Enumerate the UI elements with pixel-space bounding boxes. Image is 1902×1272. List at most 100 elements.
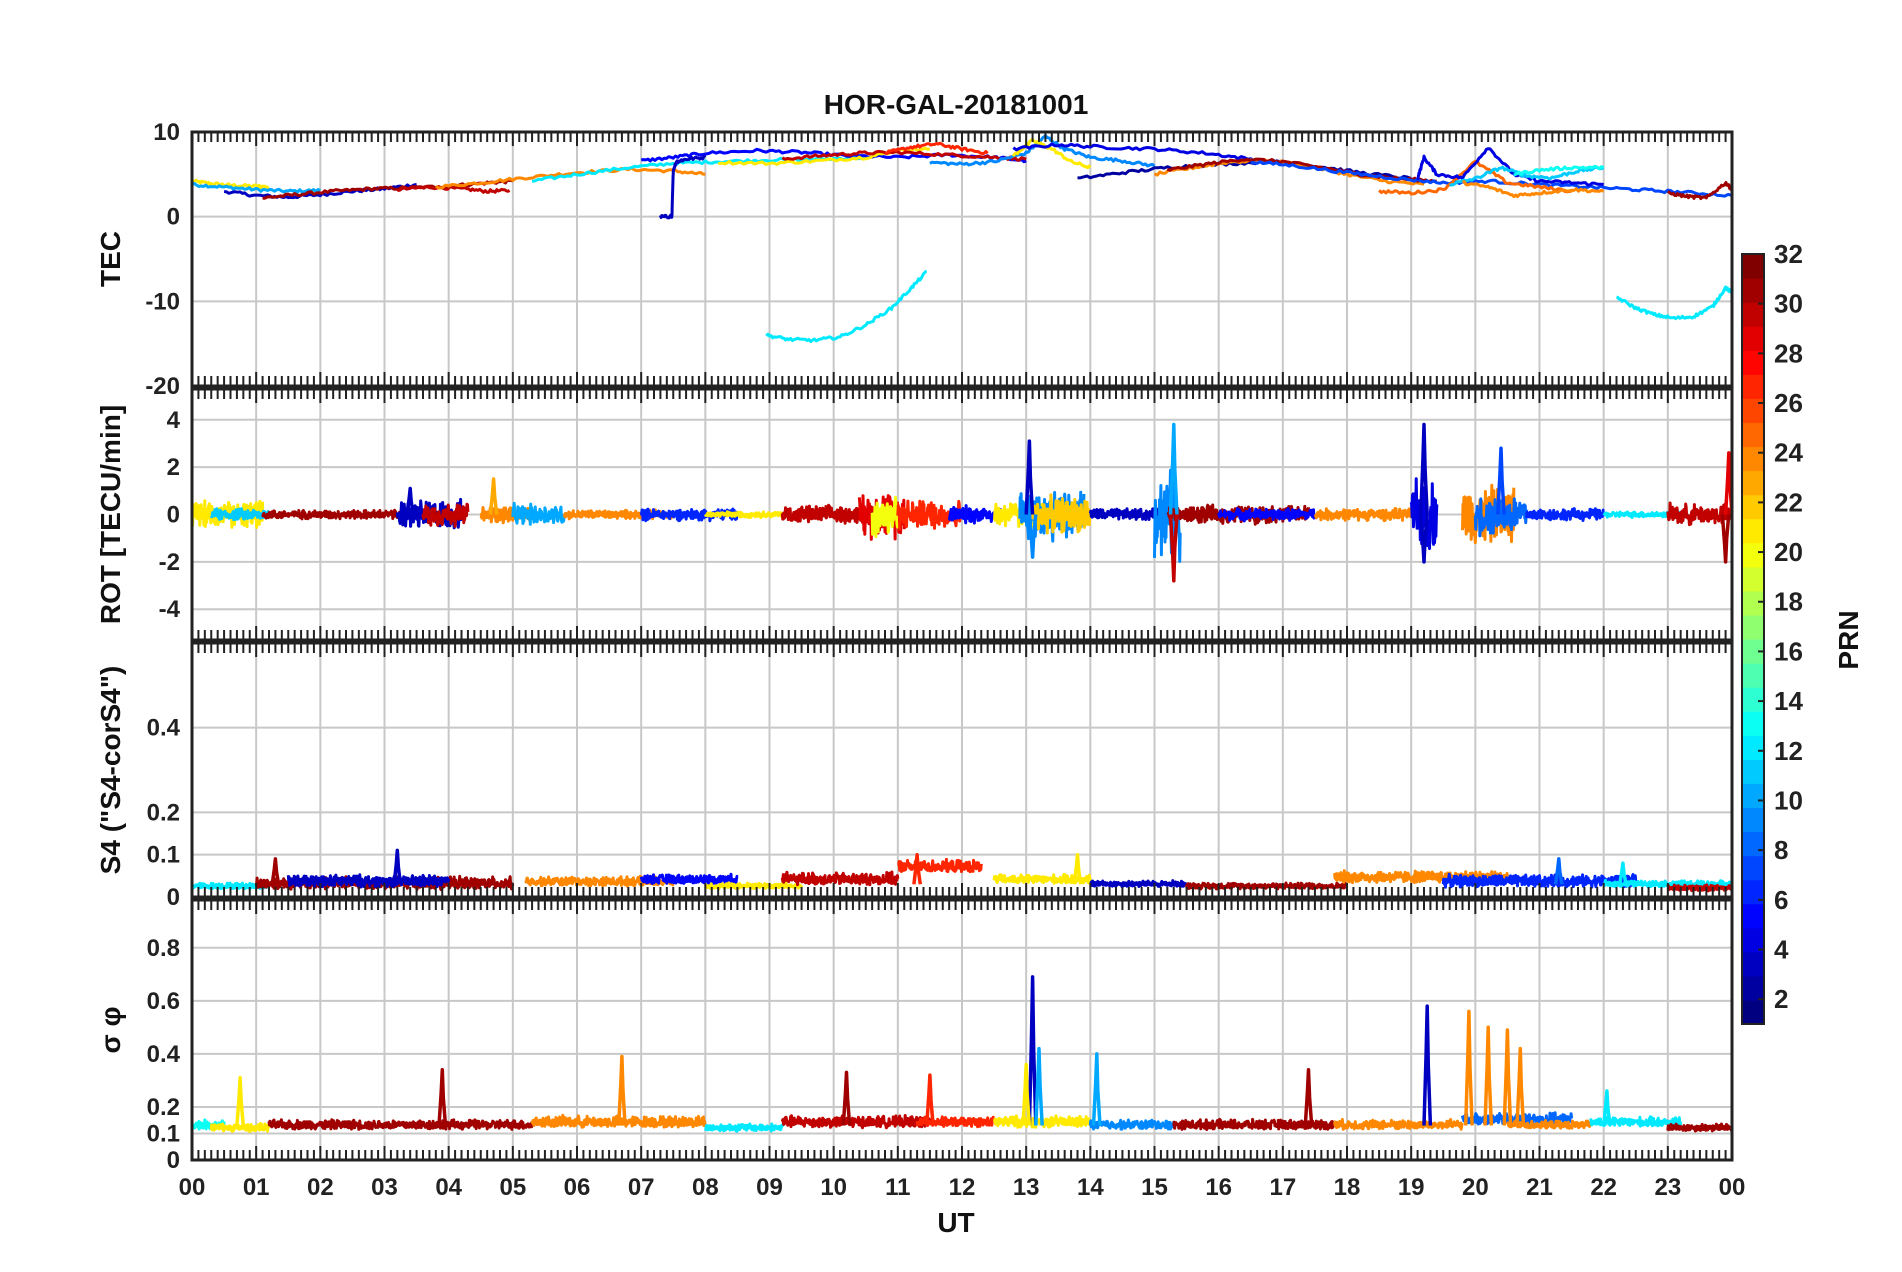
colorbar-step bbox=[1742, 494, 1764, 520]
colorbar-tick-label: 16 bbox=[1774, 636, 1803, 666]
x-tick-label: 00 bbox=[1719, 1174, 1746, 1201]
series-line-prn-24 bbox=[1506, 1119, 1593, 1130]
series-line-prn-21 bbox=[209, 1122, 270, 1133]
series-line-prn-24 bbox=[1333, 1118, 1464, 1131]
colorbar-step bbox=[1742, 302, 1764, 327]
colorbar-step bbox=[1742, 735, 1764, 760]
y-tick-label: -2 bbox=[159, 549, 180, 576]
colorbar-step bbox=[1742, 254, 1764, 279]
spike-prn-8 bbox=[1553, 857, 1564, 885]
spike-prn-21 bbox=[235, 1076, 246, 1126]
y-tick-label: 0 bbox=[167, 1147, 180, 1174]
colorbar-step bbox=[1742, 807, 1764, 833]
series-line-prn-31 bbox=[261, 508, 406, 521]
colorbar-label: PRN bbox=[1833, 610, 1864, 669]
spike-prn-24 bbox=[616, 1054, 627, 1126]
series-line-prn-31 bbox=[1185, 881, 1349, 891]
series-line-prn-24 bbox=[1313, 507, 1413, 522]
spike-prn-31 bbox=[841, 1070, 852, 1126]
series-line-prn-11 bbox=[1449, 165, 1605, 187]
series-line-prn-9 bbox=[1088, 1118, 1176, 1131]
spike-prn-31 bbox=[270, 857, 281, 885]
x-tick-label: 03 bbox=[371, 1174, 398, 1201]
figure-title: HOR-GAL-20181001 bbox=[824, 89, 1089, 120]
spike-prn-30 bbox=[1168, 514, 1179, 583]
x-tick-label: 07 bbox=[628, 1174, 655, 1201]
spike-prn-7 bbox=[1496, 446, 1506, 515]
x-tick-label: 02 bbox=[307, 1174, 334, 1201]
colorbar-step bbox=[1742, 614, 1764, 640]
spike-prn-23 bbox=[488, 477, 499, 515]
colorbar-tick-label: 14 bbox=[1774, 686, 1803, 716]
panel-ROT: 4 2 0 -2 -4 ROT [TECU/min] bbox=[95, 387, 1734, 642]
series-line-prn-31 bbox=[1666, 1122, 1732, 1133]
colorbar-step bbox=[1742, 663, 1764, 688]
colorbar-step bbox=[1742, 783, 1764, 809]
x-tick-label: 21 bbox=[1526, 1174, 1553, 1201]
spike-prn-10 bbox=[1168, 422, 1179, 515]
series-line-prn-21 bbox=[192, 499, 265, 529]
series-line-prn-25 bbox=[1378, 159, 1572, 196]
x-tick-label: 01 bbox=[243, 1174, 270, 1201]
series-line-prn-12 bbox=[1589, 1115, 1683, 1128]
x-tick-label: 08 bbox=[692, 1174, 719, 1201]
series-line-prn-11 bbox=[209, 507, 271, 522]
colorbar-tick-label: 18 bbox=[1774, 587, 1803, 617]
spike-prn-10 bbox=[1034, 1046, 1044, 1126]
y-axis-label: TEC bbox=[95, 231, 126, 287]
y-tick-label: 2 bbox=[167, 454, 180, 481]
colorbar-step bbox=[1742, 759, 1764, 784]
series-line-prn-10 bbox=[192, 181, 321, 194]
colorbar-step bbox=[1742, 422, 1764, 448]
x-tick-label: 18 bbox=[1334, 1174, 1361, 1201]
series-line-prn-24 bbox=[1462, 180, 1605, 199]
x-tick-label: 14 bbox=[1077, 1174, 1104, 1201]
series-line-prn-12 bbox=[704, 1122, 784, 1133]
spike-prn-3 bbox=[1422, 1004, 1433, 1126]
colorbar-step bbox=[1742, 831, 1764, 857]
series-line-prn-4 bbox=[1416, 147, 1604, 187]
series-line-prn-31 bbox=[1667, 181, 1732, 201]
x-tick-label: 11 bbox=[885, 1174, 910, 1201]
series-line-prn-7 bbox=[1250, 160, 1732, 198]
colorbar-step bbox=[1742, 470, 1764, 496]
y-tick-label: 0.4 bbox=[147, 1041, 181, 1068]
plot-area bbox=[192, 422, 1732, 583]
y-tick-label: 0 bbox=[167, 204, 180, 231]
spike-prn-24 bbox=[1515, 1046, 1526, 1126]
x-tick-label: 13 bbox=[1013, 1174, 1040, 1201]
colorbar-tick-label: 22 bbox=[1774, 487, 1803, 517]
series-line-prn-5 bbox=[947, 504, 1002, 525]
colorbar-step bbox=[1742, 518, 1764, 544]
y-tick-label: -10 bbox=[145, 288, 180, 315]
spike-prn-21 bbox=[1021, 1062, 1032, 1126]
series-line-prn-30 bbox=[780, 1114, 932, 1130]
y-tick-label: 0.2 bbox=[147, 799, 180, 826]
colorbar-step bbox=[1742, 927, 1764, 953]
spike-prn-31 bbox=[437, 1068, 448, 1126]
spike-prn-24 bbox=[1502, 1028, 1513, 1126]
x-tick-label: 16 bbox=[1205, 1174, 1232, 1201]
series-line-prn-13 bbox=[1513, 164, 1605, 177]
series-line-prn-3 bbox=[286, 873, 451, 889]
y-axis-label: ROT [TECU/min] bbox=[95, 405, 126, 624]
series-line-prn-6 bbox=[1525, 507, 1605, 522]
series-line-prn-30 bbox=[781, 149, 1027, 162]
spike-prn-21 bbox=[1072, 852, 1083, 885]
y-tick-label: -20 bbox=[145, 373, 180, 400]
colorbar-tick-label: 20 bbox=[1774, 537, 1803, 567]
colorbar-tick-label: 10 bbox=[1774, 785, 1803, 815]
spike-prn-12 bbox=[1601, 1089, 1612, 1126]
series-line-prn-4 bbox=[1409, 477, 1439, 550]
x-tick-label: 20 bbox=[1462, 1174, 1489, 1201]
series-line-prn-21 bbox=[703, 510, 784, 520]
colorbar-step bbox=[1742, 278, 1764, 303]
spike-prn-3 bbox=[1027, 975, 1038, 1126]
y-tick-label: 0 bbox=[167, 502, 180, 529]
y-axis-label: S4 ("S4-corS4") bbox=[95, 666, 126, 875]
x-tick-label: 15 bbox=[1141, 1174, 1168, 1201]
colorbar-step bbox=[1742, 542, 1764, 568]
colorbar-tick-label: 2 bbox=[1774, 984, 1788, 1014]
colorbar-step bbox=[1742, 687, 1764, 712]
colorbar-step bbox=[1742, 951, 1764, 977]
